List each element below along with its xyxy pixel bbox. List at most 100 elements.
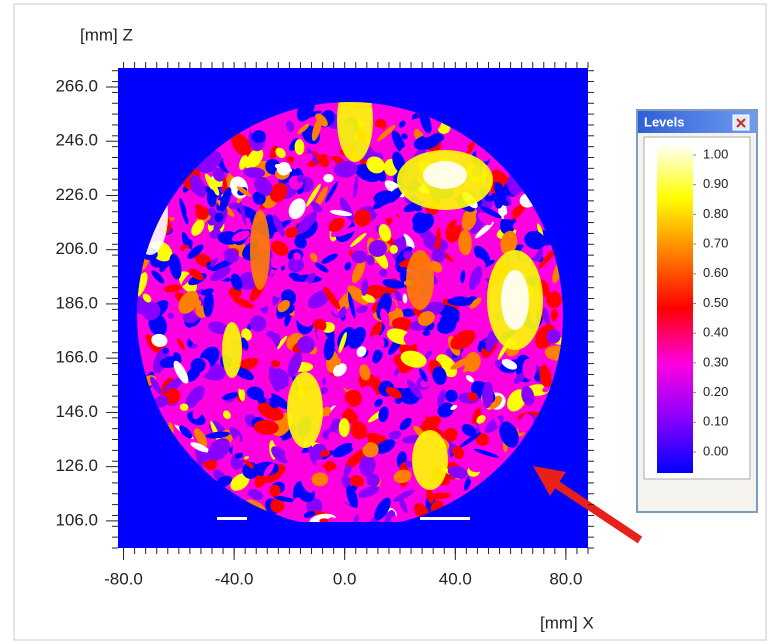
texture xyxy=(300,110,322,119)
texture xyxy=(422,330,431,336)
colorbar-label: 1.00 xyxy=(703,146,728,161)
bright-patch xyxy=(501,270,529,330)
texture xyxy=(350,421,368,440)
texture xyxy=(546,291,562,308)
texture xyxy=(239,154,248,170)
texture xyxy=(361,278,369,296)
texture xyxy=(333,160,358,178)
texture xyxy=(332,442,355,458)
texture xyxy=(297,336,315,354)
texture xyxy=(477,212,492,226)
texture xyxy=(311,472,329,487)
colorbar-label: 0.00 xyxy=(703,443,728,458)
texture xyxy=(343,464,352,477)
colorbar-label: 0.50 xyxy=(703,295,728,310)
title-bar xyxy=(638,111,756,133)
texture xyxy=(447,296,473,307)
texture xyxy=(388,217,408,239)
texture xyxy=(550,308,558,322)
texture xyxy=(181,271,194,287)
bright-patch xyxy=(406,250,434,310)
texture xyxy=(176,436,191,444)
texture xyxy=(405,460,414,468)
bright-patch xyxy=(250,210,270,290)
texture xyxy=(400,308,416,317)
texture xyxy=(323,336,336,361)
texture xyxy=(187,244,204,259)
texture xyxy=(485,335,493,353)
texture xyxy=(500,230,518,255)
texture xyxy=(151,333,168,347)
close-icon xyxy=(736,118,746,128)
colorbar xyxy=(657,143,693,473)
texture xyxy=(292,480,305,502)
texture xyxy=(191,219,205,236)
texture xyxy=(282,472,300,490)
texture xyxy=(338,418,350,437)
texture xyxy=(437,402,454,418)
texture xyxy=(269,182,288,203)
texture xyxy=(292,502,307,513)
texture xyxy=(315,113,328,127)
texture xyxy=(269,484,281,497)
texture xyxy=(403,332,417,346)
texture xyxy=(353,175,359,199)
texture xyxy=(192,399,206,420)
texture xyxy=(294,153,314,167)
texture xyxy=(452,446,465,460)
bright-patch xyxy=(423,161,467,189)
texture xyxy=(307,443,317,466)
texture xyxy=(173,360,189,384)
texture xyxy=(251,130,266,143)
texture xyxy=(142,293,152,303)
colorbar-label: 0.80 xyxy=(703,206,728,221)
y-tick-label: 226.0 xyxy=(55,185,98,204)
texture xyxy=(150,376,162,395)
texture xyxy=(343,179,355,189)
texture xyxy=(271,240,289,256)
texture xyxy=(194,428,208,447)
texture xyxy=(461,206,478,231)
texture xyxy=(271,359,281,368)
texture xyxy=(285,120,295,133)
texture xyxy=(323,174,334,183)
texture xyxy=(380,308,390,328)
texture xyxy=(243,167,266,179)
colorbar-label: 0.70 xyxy=(703,236,728,251)
texture xyxy=(206,150,222,167)
texture xyxy=(482,381,494,409)
texture xyxy=(247,488,264,501)
texture xyxy=(522,358,536,380)
texture xyxy=(300,473,314,493)
texture xyxy=(322,377,327,386)
texture xyxy=(228,202,241,210)
texture xyxy=(253,419,279,435)
x-tick-label: -40.0 xyxy=(215,569,254,588)
texture xyxy=(243,459,256,470)
texture xyxy=(285,227,299,239)
texture xyxy=(328,431,338,443)
texture xyxy=(366,156,385,174)
texture xyxy=(477,200,483,207)
texture xyxy=(246,386,265,400)
arrow-head xyxy=(533,466,566,496)
texture xyxy=(328,517,349,522)
texture xyxy=(303,511,316,518)
texture xyxy=(474,221,494,239)
texture xyxy=(189,174,206,198)
texture xyxy=(277,299,291,313)
texture xyxy=(318,155,330,168)
bright-patch xyxy=(287,372,323,448)
texture xyxy=(443,135,457,148)
x-tick-label: 0.0 xyxy=(333,569,357,588)
texture xyxy=(436,317,457,334)
y-tick-label: 126.0 xyxy=(55,456,98,475)
texture xyxy=(308,201,323,213)
texture xyxy=(335,225,360,237)
y-axis-label: [mm] Z xyxy=(80,25,133,44)
texture xyxy=(356,305,368,314)
texture xyxy=(151,270,165,284)
texture xyxy=(428,492,451,500)
texture xyxy=(271,446,289,464)
